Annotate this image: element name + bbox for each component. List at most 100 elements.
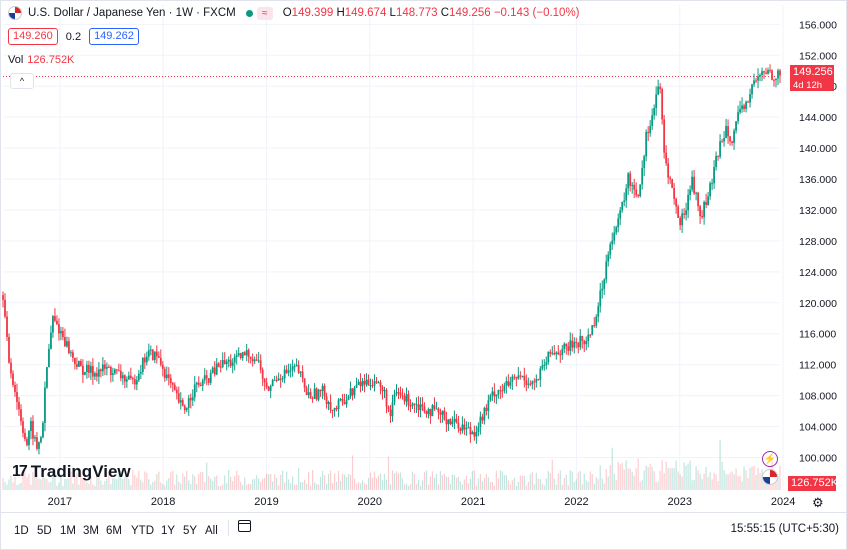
timeframe-5d[interactable]: 5D [37, 525, 52, 537]
candle-body [287, 370, 290, 373]
volume-bar [721, 461, 723, 490]
volume-bar [523, 475, 525, 490]
candle-body [623, 200, 626, 202]
candle-body [121, 375, 124, 379]
candle-body [689, 189, 692, 195]
candle-body [411, 403, 414, 407]
ohlc-low-value: 148.773 [395, 7, 438, 19]
volume-bar [385, 479, 388, 490]
timeframe-ytd[interactable]: YTD [131, 525, 154, 537]
timeframe-1m[interactable]: 1M [60, 525, 76, 537]
volume-bar [262, 478, 264, 490]
candle-body [643, 156, 646, 168]
volume-bar [459, 481, 462, 490]
volume-bar [481, 481, 483, 490]
candle-body [343, 402, 346, 405]
volume-bar [429, 476, 432, 490]
volume-bar [727, 474, 729, 490]
volume-bar [349, 475, 352, 490]
volume-bar [731, 471, 733, 490]
candle-body [609, 244, 612, 255]
price-tick-label: 124.000 [799, 267, 837, 279]
price-tick-label: 136.000 [799, 174, 837, 186]
candle-body [239, 353, 242, 358]
candle-body [469, 427, 472, 435]
gear-icon[interactable]: ⚙ [812, 495, 824, 510]
candle-body [491, 391, 494, 396]
candle-body [393, 394, 396, 403]
volume-bar [240, 482, 242, 490]
volume-value: 126.752K [27, 54, 75, 66]
volume-bar [355, 483, 358, 490]
volume-bar [20, 482, 22, 490]
volume-bar [78, 484, 80, 490]
timeframe-3m[interactable]: 3M [83, 525, 99, 537]
timeframe-1y[interactable]: 1Y [161, 525, 176, 537]
us-flag-icon[interactable] [762, 469, 778, 485]
timeframe-5y[interactable]: 5Y [183, 525, 198, 537]
symbol-title[interactable]: U.S. Dollar / Japanese Yen · 1W · FXCM [28, 7, 236, 19]
timeframe-1d[interactable]: 1D [14, 525, 29, 537]
volume-bar [743, 466, 745, 490]
volume-bar [226, 483, 228, 490]
candle-body [217, 363, 220, 367]
volume-bar [319, 476, 322, 490]
volume-bar [42, 470, 44, 490]
calendar-icon[interactable] [238, 520, 251, 532]
volume-bar [477, 478, 479, 490]
volume-bar [659, 470, 661, 490]
timeframe-all[interactable]: All [205, 525, 218, 537]
candle-body [197, 382, 200, 385]
candle-body [311, 398, 314, 400]
volume-bar [371, 477, 374, 490]
volume-bar [595, 477, 597, 490]
volume-bar [643, 470, 645, 490]
candle-body [265, 382, 268, 387]
volume-bar [567, 485, 569, 490]
volume-bar [250, 484, 252, 490]
timeframe-6m[interactable]: 6M [106, 525, 122, 537]
collapse-legend-button[interactable]: ^ [10, 73, 34, 89]
candle-body [727, 126, 729, 137]
quote-row: 149.260 0.2 149.262 [8, 28, 139, 45]
candle-body [617, 218, 620, 228]
volume-bar [469, 478, 471, 490]
candle-body [735, 121, 737, 131]
volume-bar [545, 478, 547, 490]
volume-bar [327, 473, 330, 490]
candle-body [227, 359, 230, 362]
candle-body [351, 388, 354, 396]
lightning-icon[interactable]: ⚡ [762, 451, 778, 467]
volume-bar [601, 478, 603, 490]
candle-body [125, 379, 128, 382]
tradingview-logo[interactable]: 17 TradingView [12, 462, 131, 482]
volume-bar [623, 469, 625, 490]
candle-body [649, 125, 652, 134]
volume-bar [268, 474, 270, 490]
wave-icon[interactable]: ≈ [256, 6, 273, 20]
candle-body [179, 400, 182, 403]
volume-bar [136, 477, 138, 490]
volume-bar [286, 471, 288, 490]
candle-body [607, 254, 610, 262]
candle-body [293, 366, 296, 368]
volume-bar [413, 473, 416, 490]
ask-button[interactable]: 149.262 [89, 28, 139, 45]
clock-timezone[interactable]: 15:55:15 (UTC+5:30) [730, 523, 839, 535]
volume-bar [88, 483, 90, 490]
candle-body [739, 109, 741, 113]
candle-body [103, 364, 106, 369]
bid-button[interactable]: 149.260 [8, 28, 58, 45]
volume-bar [315, 484, 318, 490]
chart-canvas[interactable]: 100.000 104.000 108.000 112.000 116.000 120.0… [0, 0, 847, 512]
volume-bar [278, 485, 280, 490]
candle-body [395, 392, 398, 395]
volume-bar [22, 475, 24, 490]
volume-bar [232, 481, 234, 490]
candle-body [209, 372, 212, 383]
candle-body [569, 340, 572, 351]
volume-bar [256, 475, 258, 490]
candle-body [479, 416, 482, 428]
candle-body [403, 396, 406, 402]
candle-body [327, 402, 330, 405]
